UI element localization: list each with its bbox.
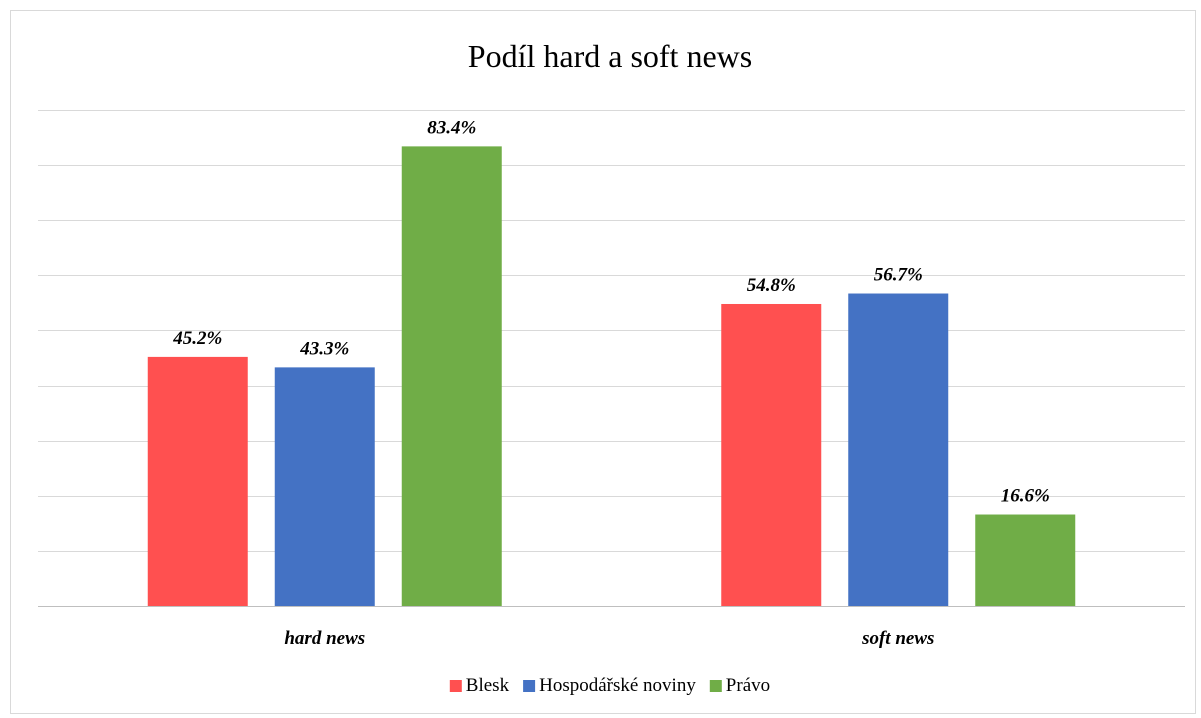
bar-soft-news-pravo	[975, 514, 1076, 606]
bar-soft-news-blesk	[721, 303, 822, 606]
data-label-soft-news-pravo: 16.6%	[1001, 486, 1050, 507]
bar-hard-news-blesk	[147, 356, 248, 606]
legend-label: Blesk	[466, 675, 510, 696]
legend-swatch	[523, 680, 536, 692]
data-label-soft-news-hospodarske-noviny: 56.7%	[874, 265, 923, 286]
legend-item: Právo	[709, 675, 770, 696]
legend-label: Právo	[726, 675, 770, 696]
data-label-soft-news-blesk: 54.8%	[747, 275, 796, 296]
category-label: soft news	[861, 628, 934, 649]
chart-title: Podíl hard a soft news	[468, 38, 752, 74]
bars	[147, 146, 1076, 606]
bar-hard-news-hospodarske-noviny	[274, 367, 375, 606]
data-label-hard-news-pravo: 83.4%	[427, 117, 476, 138]
category-label: hard news	[284, 628, 365, 649]
legend-item: Blesk	[449, 675, 510, 696]
category-labels: hard news soft news	[284, 628, 934, 649]
legend-swatch	[709, 680, 722, 692]
legend-item: Hospodářské noviny	[523, 675, 696, 696]
legend: Blesk Hospodářské noviny Právo	[449, 675, 770, 696]
legend-swatch	[449, 680, 462, 692]
bar-hard-news-pravo	[401, 146, 502, 606]
legend-label: Hospodářské noviny	[539, 675, 696, 696]
data-label-hard-news-hospodarske-noviny: 43.3%	[299, 338, 349, 359]
data-label-hard-news-blesk: 45.2%	[172, 328, 222, 349]
data-labels: 45.2% 43.3% 83.4% 54.8% 56.7% 16.6%	[172, 117, 1050, 506]
bar-soft-news-hospodarske-noviny	[848, 293, 949, 606]
